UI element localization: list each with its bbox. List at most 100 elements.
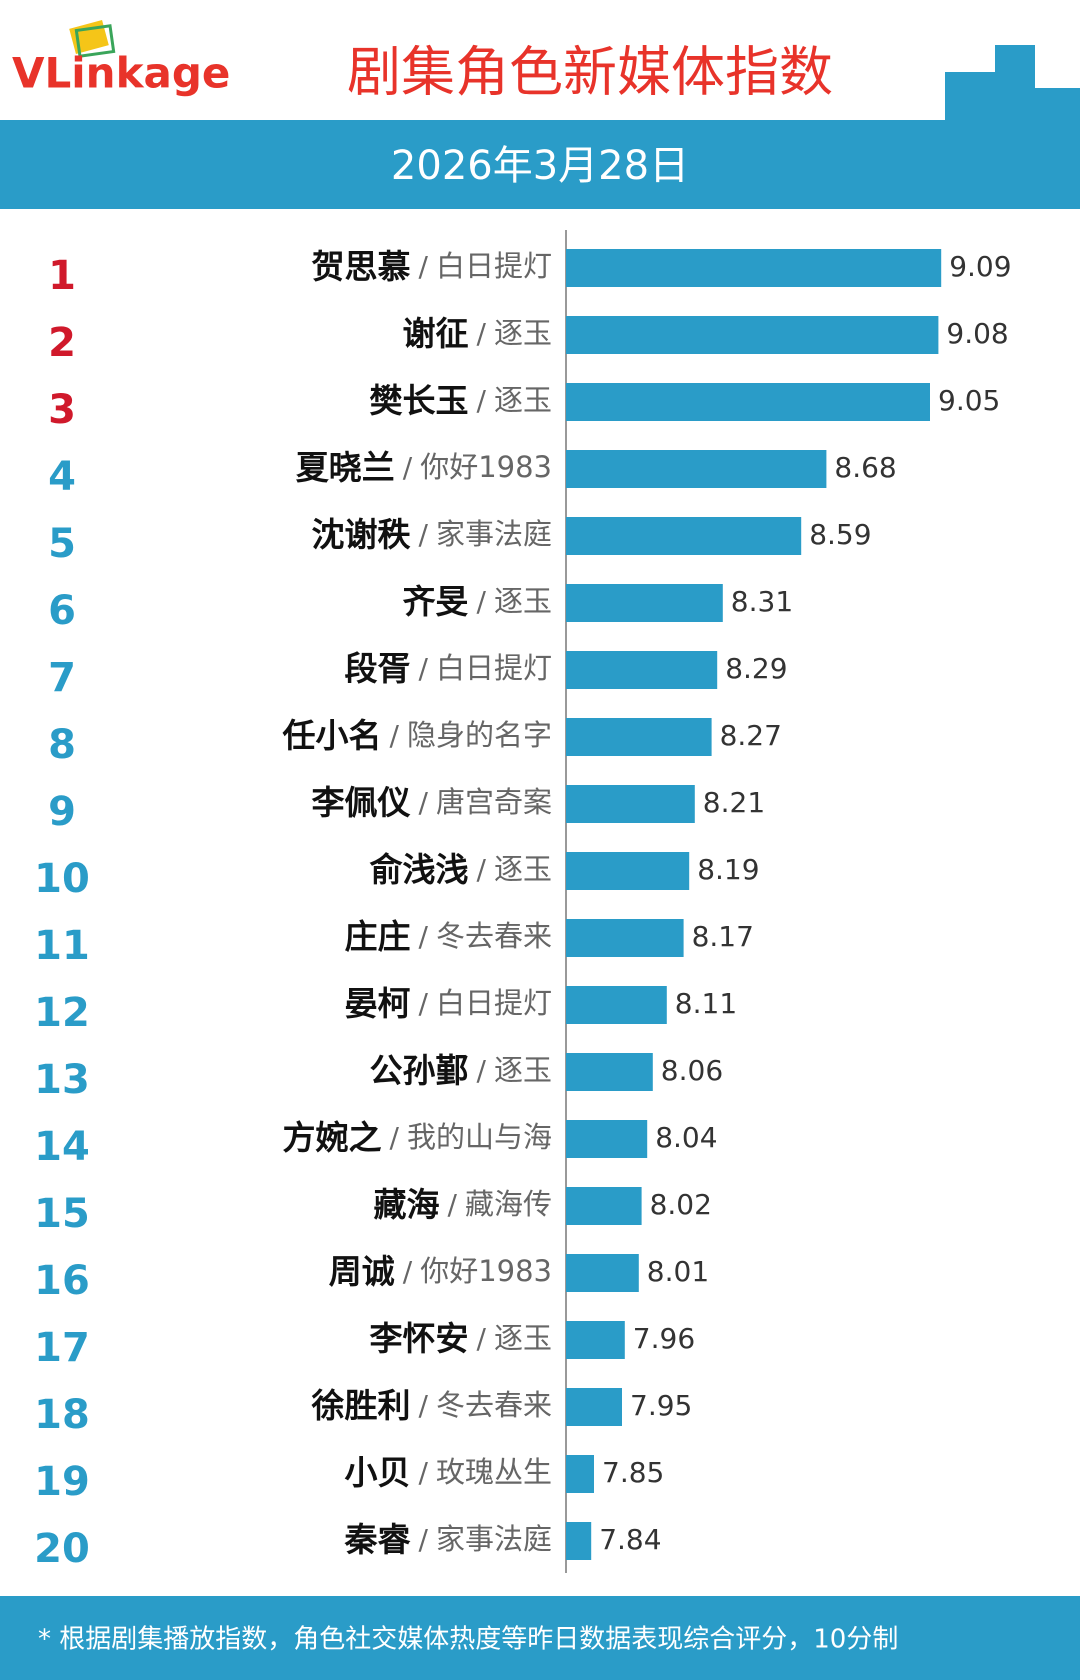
separator: / xyxy=(403,451,413,484)
rank: 12 xyxy=(34,990,90,1036)
drama-name: 逐玉 xyxy=(494,383,552,417)
drama-name: 逐玉 xyxy=(494,316,552,350)
character-name: 李佩仪 xyxy=(312,783,411,822)
separator: / xyxy=(477,1054,487,1087)
rank: 11 xyxy=(34,923,90,969)
bar xyxy=(566,1522,592,1560)
drama-name: 白日提灯 xyxy=(436,651,552,685)
separator: / xyxy=(477,384,487,417)
rank: 2 xyxy=(48,320,76,366)
bar xyxy=(566,1053,653,1091)
bar xyxy=(566,1455,594,1493)
value-label: 9.09 xyxy=(949,250,1011,283)
value-label: 8.04 xyxy=(655,1121,717,1154)
character-name: 公孙鄞 xyxy=(370,1051,469,1090)
value-label: 8.21 xyxy=(703,786,765,819)
footnote: * 根据剧集播放指数，角色社交媒体热度等昨日数据表现综合评分，10分制 xyxy=(38,1625,898,1655)
separator: / xyxy=(403,1255,413,1288)
row-label: 方婉之 / 我的山与海 xyxy=(283,1118,552,1157)
row-label: 樊长玉 / 逐玉 xyxy=(370,381,552,420)
row-label: 李怀安 / 逐玉 xyxy=(370,1319,552,1358)
separator: / xyxy=(477,853,487,886)
bar xyxy=(566,785,695,823)
character-name: 夏晓兰 xyxy=(296,448,395,487)
rank: 19 xyxy=(34,1459,90,1505)
logo-icon xyxy=(69,20,116,58)
drama-name: 逐玉 xyxy=(494,1321,552,1355)
value-label: 8.68 xyxy=(834,451,896,484)
separator: / xyxy=(419,250,429,283)
logo: VLinkage xyxy=(12,49,230,98)
bar xyxy=(566,517,802,555)
bar xyxy=(566,1321,625,1359)
character-name: 贺思慕 xyxy=(312,247,411,286)
character-name: 谢征 xyxy=(403,314,469,353)
bar xyxy=(566,718,712,756)
drama-name: 藏海传 xyxy=(465,1187,552,1221)
footer-band xyxy=(0,1596,1080,1680)
separator: / xyxy=(419,920,429,953)
value-label: 8.29 xyxy=(725,652,787,685)
rank: 1 xyxy=(48,253,76,299)
value-label: 8.19 xyxy=(697,853,759,886)
character-name: 齐旻 xyxy=(403,582,469,621)
row-label: 周诚 / 你好1983 xyxy=(329,1252,552,1291)
row-label: 谢征 / 逐玉 xyxy=(403,314,552,353)
value-label: 8.02 xyxy=(650,1188,712,1221)
character-name: 徐胜利 xyxy=(311,1386,411,1425)
rank: 17 xyxy=(34,1325,90,1371)
drama-name: 玫瑰丛生 xyxy=(436,1455,552,1489)
character-name: 樊长玉 xyxy=(370,381,469,420)
drama-name: 逐玉 xyxy=(494,584,552,618)
separator: / xyxy=(419,1523,429,1556)
drama-name: 逐玉 xyxy=(494,852,552,886)
rank: 16 xyxy=(34,1258,90,1304)
value-label: 7.96 xyxy=(633,1322,695,1355)
header-band xyxy=(0,120,1080,209)
value-label: 8.27 xyxy=(720,719,782,752)
rank: 18 xyxy=(34,1392,90,1438)
value-label: 9.05 xyxy=(938,384,1000,417)
bar xyxy=(566,1120,648,1158)
bar xyxy=(566,1254,639,1292)
value-label: 7.95 xyxy=(630,1389,692,1422)
drama-name: 冬去春来 xyxy=(436,1388,552,1422)
value-label: 8.06 xyxy=(661,1054,723,1087)
drama-name: 逐玉 xyxy=(494,1053,552,1087)
character-name: 方婉之 xyxy=(283,1118,382,1157)
character-name: 晏柯 xyxy=(345,984,411,1023)
bar xyxy=(566,919,684,957)
drama-name: 冬去春来 xyxy=(436,919,552,953)
character-name: 秦睿 xyxy=(344,1520,412,1559)
value-label: 8.17 xyxy=(692,920,754,953)
chart-subtitle: 2026年3月28日 xyxy=(391,143,689,189)
separator: / xyxy=(419,1456,429,1489)
value-label: 8.11 xyxy=(675,987,737,1020)
drama-name: 家事法庭 xyxy=(436,517,552,551)
separator: / xyxy=(419,786,429,819)
rank: 8 xyxy=(48,722,76,768)
value-label: 8.01 xyxy=(647,1255,709,1288)
row-label: 段胥 / 白日提灯 xyxy=(345,649,552,688)
bar xyxy=(566,584,723,622)
row-label: 徐胜利 / 冬去春来 xyxy=(311,1386,552,1425)
separator: / xyxy=(448,1188,458,1221)
rank: 15 xyxy=(34,1191,90,1237)
rank: 9 xyxy=(48,789,76,835)
separator: / xyxy=(419,518,429,551)
drama-name: 你好1983 xyxy=(420,450,552,484)
row-label: 藏海 / 藏海传 xyxy=(374,1185,552,1224)
rank: 4 xyxy=(48,454,76,500)
drama-name: 我的山与海 xyxy=(407,1120,552,1154)
separator: / xyxy=(390,1121,400,1154)
value-label: 8.59 xyxy=(809,518,871,551)
separator: / xyxy=(419,987,429,1020)
rank: 5 xyxy=(48,521,76,567)
value-label: 7.84 xyxy=(599,1523,661,1556)
row-label: 沈谢秩 / 家事法庭 xyxy=(312,515,552,554)
character-name: 周诚 xyxy=(329,1252,395,1291)
drama-name: 唐宫奇案 xyxy=(436,785,552,819)
drama-name: 你好1983 xyxy=(420,1254,552,1288)
row-label: 小贝 / 玫瑰丛生 xyxy=(345,1453,552,1492)
